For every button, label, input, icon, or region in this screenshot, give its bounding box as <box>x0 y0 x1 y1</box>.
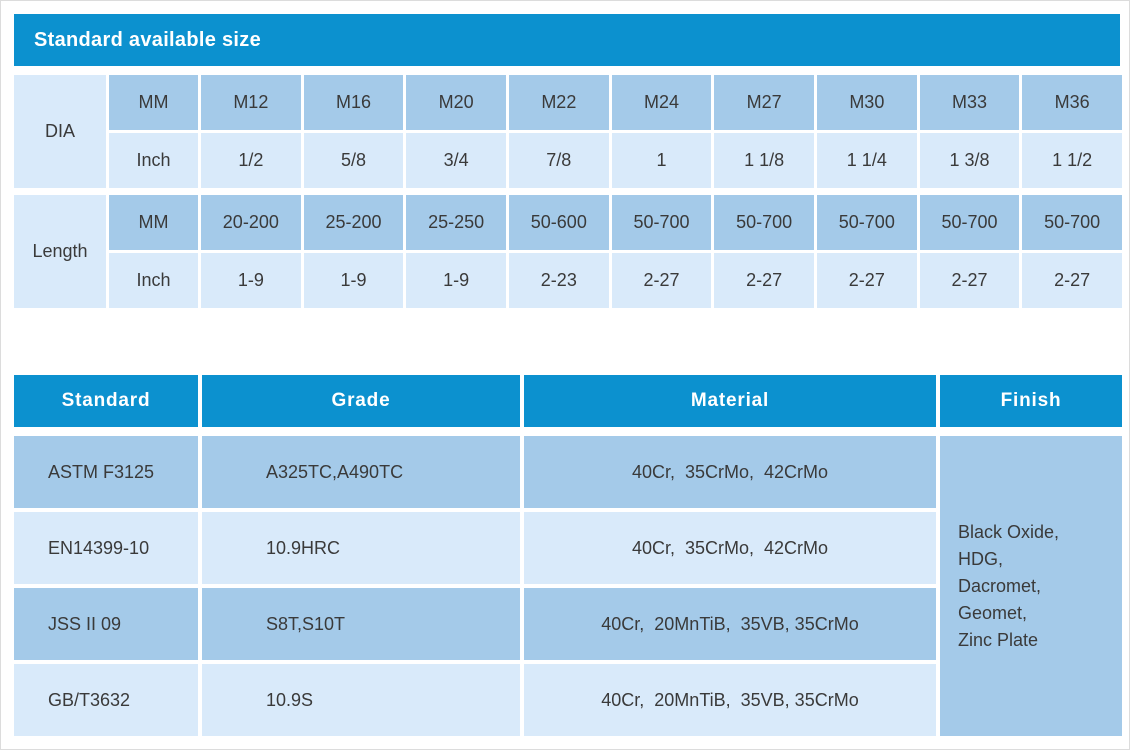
standard-cell: EN14399-10 <box>14 512 198 584</box>
length-inch-value: 2-27 <box>919 253 1020 308</box>
dia-inch-value: 3/4 <box>406 133 506 188</box>
dia-inch-value: 1 1/4 <box>816 133 917 188</box>
dia-inch-value: 1 1/8 <box>714 133 814 188</box>
standard-cell: GB/T3632 <box>14 664 198 736</box>
grade-cell: 10.9S <box>202 664 520 736</box>
grade-cell: S8T,S10T <box>202 588 520 660</box>
size-column-header: M24 <box>611 75 712 130</box>
size-column-header: M12 <box>201 75 301 130</box>
length-inch-value: 1-9 <box>201 253 301 308</box>
length-inch-value: 2-27 <box>1022 253 1122 308</box>
length-mm-value: 25-200 <box>303 195 404 250</box>
length-inch-value: 1-9 <box>303 253 404 308</box>
length-inch-value: 2-27 <box>611 253 712 308</box>
length-mm-value: 50-600 <box>508 195 609 250</box>
length-mm-value: 25-250 <box>406 195 506 250</box>
size-column-header: M20 <box>406 75 506 130</box>
grade-cell: A325TC,A490TC <box>202 436 520 508</box>
length-mm-value: 50-700 <box>919 195 1020 250</box>
length-mm-unit-cell: MM <box>109 195 198 250</box>
dia-label-cell: DIA <box>14 75 106 188</box>
size-table-dia-group: DIA MM M12 M16 M20 M22 M24 M27 M30 M33 M… <box>14 75 1122 188</box>
material-cell: 40Cr, 20MnTiB, 35VB, 35CrMo <box>524 588 936 660</box>
dia-inch-value: 7/8 <box>508 133 609 188</box>
length-mm-value: 50-700 <box>1022 195 1122 250</box>
length-mm-value: 50-700 <box>816 195 917 250</box>
length-mm-value: 20-200 <box>201 195 301 250</box>
size-table-title: Standard available size <box>34 28 261 51</box>
spec-table-header-row: Standard Grade Material Finish <box>14 375 1122 427</box>
dia-mm-unit-cell: MM <box>109 75 198 130</box>
standard-cell: ASTM F3125 <box>14 436 198 508</box>
dia-inch-unit-cell: Inch <box>109 133 198 188</box>
size-column-header: M33 <box>919 75 1020 130</box>
material-cell: 40Cr, 35CrMo, 42CrMo <box>524 436 936 508</box>
material-cell: 40Cr, 20MnTiB, 35VB, 35CrMo <box>524 664 936 736</box>
material-cell: 40Cr, 35CrMo, 42CrMo <box>524 512 936 584</box>
dia-inch-value: 1/2 <box>201 133 301 188</box>
spec-table-body: Black Oxide, HDG, Dacromet, Geomet, Zinc… <box>14 436 1122 736</box>
finish-cell: Black Oxide, HDG, Dacromet, Geomet, Zinc… <box>940 436 1122 736</box>
size-column-header: M22 <box>508 75 609 130</box>
length-inch-value: 2-23 <box>508 253 609 308</box>
dia-inch-value: 5/8 <box>303 133 404 188</box>
length-inch-value: 1-9 <box>406 253 506 308</box>
length-label-cell: Length <box>14 195 106 308</box>
length-mm-value: 50-700 <box>611 195 712 250</box>
column-header-standard: Standard <box>14 375 198 427</box>
size-column-header: M27 <box>714 75 814 130</box>
length-inch-unit-cell: Inch <box>109 253 198 308</box>
size-column-header: M16 <box>303 75 404 130</box>
column-header-grade: Grade <box>202 375 520 427</box>
grade-cell: 10.9HRC <box>202 512 520 584</box>
standard-cell: JSS II 09 <box>14 588 198 660</box>
size-column-header: M30 <box>816 75 917 130</box>
dia-inch-value: 1 3/8 <box>919 133 1020 188</box>
length-inch-value: 2-27 <box>816 253 917 308</box>
dia-inch-value: 1 <box>611 133 712 188</box>
length-mm-value: 50-700 <box>714 195 814 250</box>
size-table-length-group: Length MM 20-200 25-200 25-250 50-600 50… <box>14 195 1122 308</box>
dia-inch-value: 1 1/2 <box>1022 133 1122 188</box>
column-header-finish: Finish <box>940 375 1122 427</box>
column-header-material: Material <box>524 375 936 427</box>
length-inch-value: 2-27 <box>714 253 814 308</box>
size-column-header: M36 <box>1022 75 1122 130</box>
size-table-title-bar: Standard available size <box>14 14 1120 66</box>
